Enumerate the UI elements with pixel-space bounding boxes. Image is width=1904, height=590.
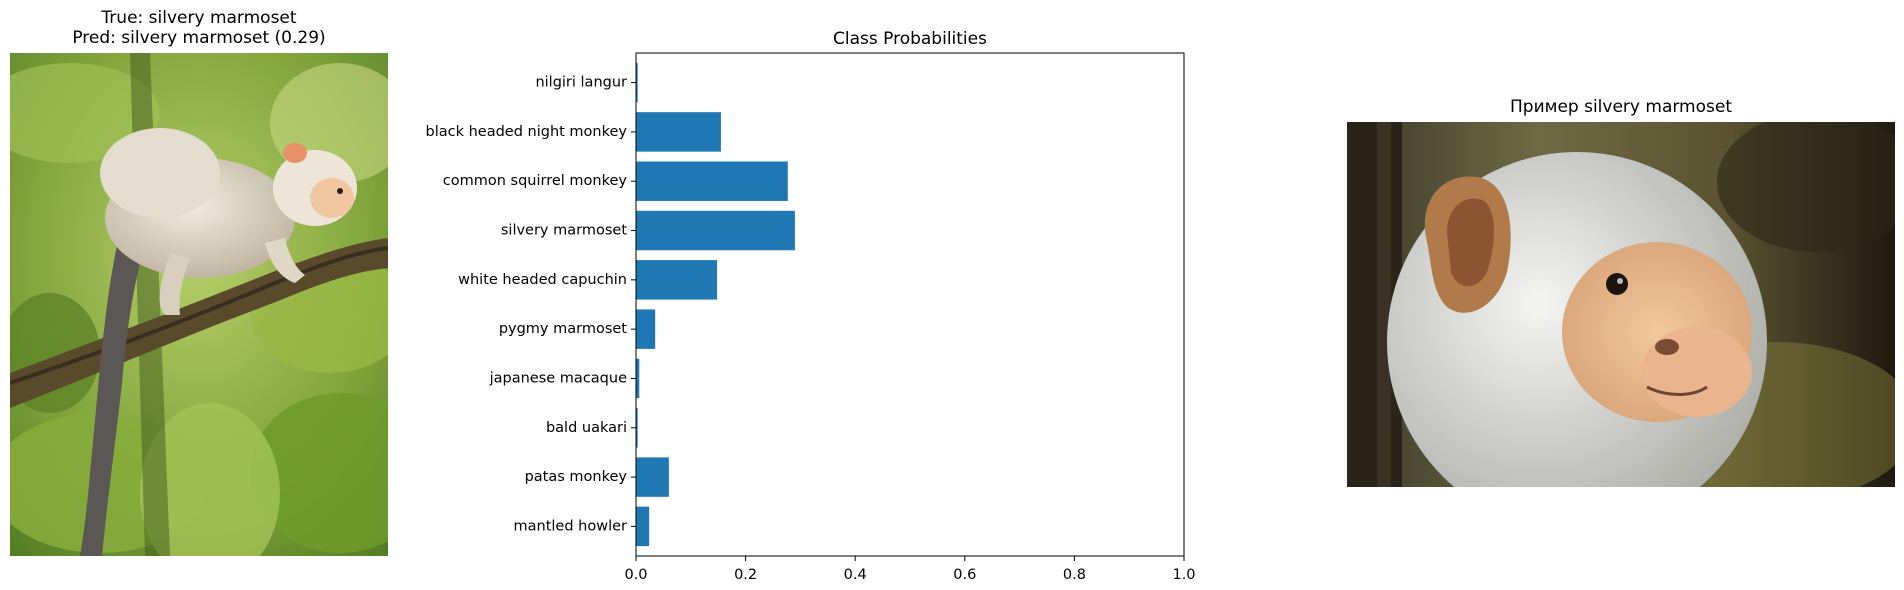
marmoset-on-branch-image [10,53,388,556]
x-tick-label: 0.2 [734,567,757,583]
category-label: nilgiri langur [535,75,627,91]
category-label: silvery marmoset [501,223,627,239]
bar-patas-monkey [636,457,669,497]
bar-nilgiri-langur [636,62,638,103]
x-tick-label: 1.0 [1172,567,1195,583]
plot-frame [635,52,1185,557]
x-tick-label: 0.0 [624,567,647,583]
bar-silvery-marmoset [636,210,795,251]
x-tick-label: 0.4 [844,567,867,583]
example-title: Пример silvery marmoset [1510,97,1732,117]
left-panel-title: True: silvery marmoset Pred: silvery mar… [10,8,388,48]
category-label: mantled howler [514,518,628,534]
category-labels: nilgiri langur black headed night monkey c… [425,75,627,535]
category-label: bald uakari [546,420,627,436]
x-tick-label: 0.8 [1063,567,1086,583]
category-label: pygmy marmoset [499,321,627,337]
bar-bald-uakari [636,408,638,448]
x-tick-label: 0.6 [953,567,976,583]
bar-black-headed-night-monkey [636,112,721,152]
category-label: patas monkey [525,469,628,485]
example-photo [1347,122,1895,487]
marmoset-portrait-image [1347,122,1895,487]
bar-pygmy-marmoset [636,309,656,349]
pred-label: Pred: silvery marmoset (0.29) [72,28,326,48]
category-label: black headed night monkey [425,124,627,140]
bars-layer [636,62,795,547]
bar-white-headed-capuchin [636,260,718,300]
bar-japanese-macaque [636,358,640,399]
category-label: japanese macaque [489,370,627,386]
category-label: common squirrel monkey [443,173,628,189]
x-ticks: 0.0 0.2 0.4 0.6 0.8 1.0 [624,556,1196,583]
bar-mantled-howler [636,506,650,547]
category-label: white headed capuchin [458,272,627,288]
bar-common-squirrel-monkey [636,161,788,201]
true-label: True: silvery marmoset [101,8,297,28]
chart-title: Class Probabilities [833,29,987,49]
input-photo [10,53,388,556]
y-ticks [631,82,636,527]
